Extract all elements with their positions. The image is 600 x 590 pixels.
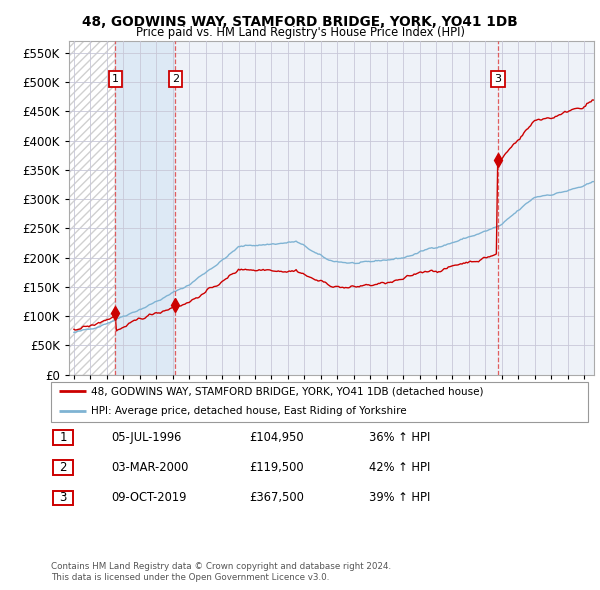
Text: 03-MAR-2000: 03-MAR-2000 xyxy=(111,461,188,474)
Text: This data is licensed under the Open Government Licence v3.0.: This data is licensed under the Open Gov… xyxy=(51,573,329,582)
Text: 48, GODWINS WAY, STAMFORD BRIDGE, YORK, YO41 1DB (detached house): 48, GODWINS WAY, STAMFORD BRIDGE, YORK, … xyxy=(91,386,484,396)
Text: 2: 2 xyxy=(59,461,67,474)
Text: £104,950: £104,950 xyxy=(249,431,304,444)
Text: 48, GODWINS WAY, STAMFORD BRIDGE, YORK, YO41 1DB: 48, GODWINS WAY, STAMFORD BRIDGE, YORK, … xyxy=(82,15,518,30)
Text: 39% ↑ HPI: 39% ↑ HPI xyxy=(369,491,430,504)
Text: 1: 1 xyxy=(59,431,67,444)
Bar xyxy=(115,41,175,375)
Text: £367,500: £367,500 xyxy=(249,491,304,504)
Text: 05-JUL-1996: 05-JUL-1996 xyxy=(111,431,181,444)
Text: 3: 3 xyxy=(494,74,502,84)
Text: 42% ↑ HPI: 42% ↑ HPI xyxy=(369,461,430,474)
Text: 1: 1 xyxy=(112,74,119,84)
Bar xyxy=(53,490,73,506)
Text: 36% ↑ HPI: 36% ↑ HPI xyxy=(369,431,430,444)
Bar xyxy=(53,430,73,445)
Text: 2: 2 xyxy=(172,74,179,84)
Text: £119,500: £119,500 xyxy=(249,461,304,474)
Text: HPI: Average price, detached house, East Riding of Yorkshire: HPI: Average price, detached house, East… xyxy=(91,407,407,417)
Bar xyxy=(53,460,73,476)
Text: 09-OCT-2019: 09-OCT-2019 xyxy=(111,491,187,504)
Text: Contains HM Land Registry data © Crown copyright and database right 2024.: Contains HM Land Registry data © Crown c… xyxy=(51,562,391,571)
Bar xyxy=(69,41,115,375)
Text: Price paid vs. HM Land Registry's House Price Index (HPI): Price paid vs. HM Land Registry's House … xyxy=(136,26,464,39)
Text: 3: 3 xyxy=(59,491,67,504)
